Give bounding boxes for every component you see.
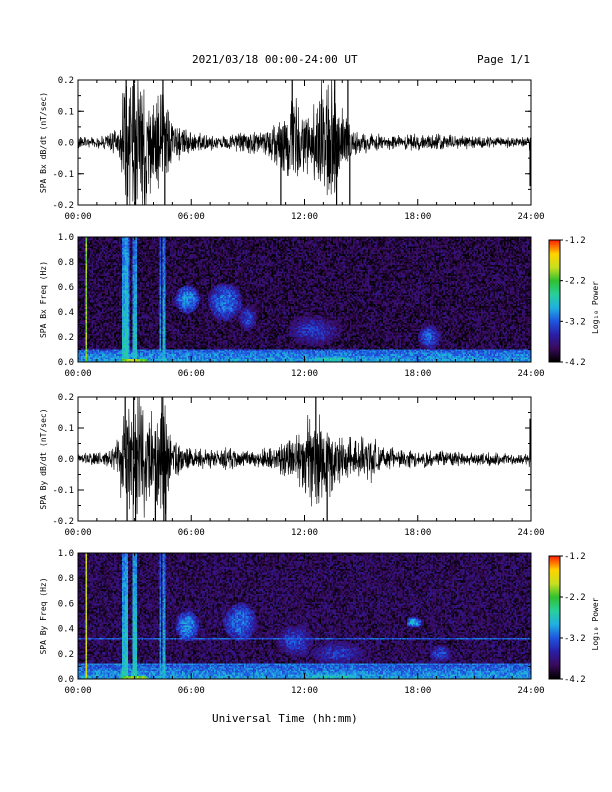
y-tick-label: 0.0 <box>58 675 74 685</box>
y-tick-label: 0.6 <box>58 283 74 293</box>
y-tick-label: 0.8 <box>58 574 74 584</box>
colorbar-tick-label: -1.2 <box>564 552 586 562</box>
y-tick-label: 0.0 <box>58 455 74 465</box>
x-tick-label: 06:00 <box>178 686 205 696</box>
y-tick-label: 0.1 <box>58 107 74 117</box>
x-tick-label: 18:00 <box>404 686 431 696</box>
y-tick-label: 0.1 <box>58 424 74 434</box>
y-axis-title: SPA Bx dB/dt (nT/sec) <box>39 92 48 193</box>
x-tick-label: 12:00 <box>291 212 318 222</box>
x-tick-label: 24:00 <box>517 528 544 538</box>
x-tick-label: 00:00 <box>64 686 91 696</box>
colorbar-title: Log₁₀ Power <box>591 281 600 334</box>
colorbar-frame <box>548 555 561 680</box>
waveform-trace <box>78 80 531 205</box>
x-tick-label: 24:00 <box>517 686 544 696</box>
x-tick-label: 18:00 <box>404 528 431 538</box>
page-title: 2021/03/18 00:00-24:00 UT <box>192 53 358 66</box>
x-tick-label: 12:00 <box>291 686 318 696</box>
y-axis-title: SPA Bx Freq (Hz) <box>39 261 48 338</box>
x-tick-label: 06:00 <box>178 369 205 379</box>
x-axis-title: Universal Time (hh:mm) <box>212 712 358 725</box>
colorbar-tick-label: -4.2 <box>564 675 586 685</box>
x-tick-label: 06:00 <box>178 212 205 222</box>
x-tick-label: 18:00 <box>404 369 431 379</box>
colorbar-tick-label: -3.2 <box>564 634 586 644</box>
colorbar <box>549 240 560 362</box>
waveform-trace <box>78 397 531 521</box>
y-tick-label: 0.4 <box>58 308 74 318</box>
y-tick-label: 0.6 <box>58 599 74 609</box>
spectrogram-image <box>78 237 531 362</box>
x-tick-label: 06:00 <box>178 528 205 538</box>
bx-waveform-panel: 0.2 0.1 0.0 -0.1 -0.2 SPA Bx dB/dt (nT/sec) 00… <box>39 76 545 222</box>
page-number: Page 1/1 <box>477 53 530 66</box>
y-tick-label: 0.8 <box>58 258 74 268</box>
colorbar-tick-label: -1.2 <box>564 236 586 246</box>
colorbar-frame <box>548 239 561 363</box>
y-tick-label: 0.0 <box>58 358 74 368</box>
y-tick-label: 0.2 <box>58 393 74 403</box>
y-tick-label: -0.1 <box>52 170 74 180</box>
y-tick-label: 0.2 <box>58 650 74 660</box>
y-tick-label: 0.2 <box>58 333 74 343</box>
colorbar-tick-label: -4.2 <box>564 358 586 368</box>
bx-spectrogram-panel: -1.2 -2.2 -3.2 -4.2 Log₁₀ Power 1.0 0.8 0.6 0.4 0… <box>39 233 600 379</box>
by-spectrogram-panel: -1.2 -2.2 -3.2 -4.2 Log₁₀ Power 1.0 0.8 0.6 0.4 0… <box>39 549 600 696</box>
x-tick-label: 12:00 <box>291 528 318 538</box>
y-tick-label: 0.4 <box>58 625 74 635</box>
by-waveform-panel: 0.2 0.1 0.0 -0.1 -0.2 SPA By dB/dt (nT/sec) 00… <box>39 393 545 538</box>
x-tick-label: 00:00 <box>64 528 91 538</box>
colorbar-tick-label: -3.2 <box>564 317 586 327</box>
y-tick-label: -0.2 <box>52 201 74 211</box>
y-tick-label: 0.2 <box>58 76 74 86</box>
y-tick-label: -0.2 <box>52 517 74 527</box>
x-tick-label: 24:00 <box>517 212 544 222</box>
y-axis-title: SPA By dB/dt (nT/sec) <box>39 408 48 509</box>
y-tick-label: -0.1 <box>52 486 74 496</box>
y-axis-title: SPA By Freq (Hz) <box>39 577 48 654</box>
y-tick-label: 1.0 <box>58 233 74 243</box>
x-tick-label: 00:00 <box>64 212 91 222</box>
colorbar <box>549 556 560 679</box>
x-tick-label: 12:00 <box>291 369 318 379</box>
x-tick-label: 24:00 <box>517 369 544 379</box>
colorbar-tick-label: -2.2 <box>564 277 586 287</box>
x-tick-label: 00:00 <box>64 369 91 379</box>
x-tick-label: 18:00 <box>404 212 431 222</box>
y-tick-label: 0.0 <box>58 139 74 149</box>
spectrogram-image <box>78 553 531 679</box>
y-tick-label: 1.0 <box>58 549 74 559</box>
colorbar-title: Log₁₀ Power <box>591 597 600 650</box>
colorbar-tick-label: -2.2 <box>564 593 586 603</box>
